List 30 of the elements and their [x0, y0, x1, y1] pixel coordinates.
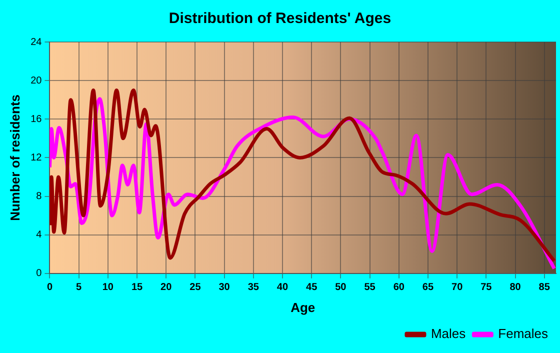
chart-title: Distribution of Residents' Ages [168, 10, 392, 28]
x-tick-label: 85 [538, 282, 550, 294]
y-tick-label: 4 [36, 230, 42, 241]
x-tick-label: 15 [131, 282, 144, 294]
y-tick-label: 12 [30, 152, 42, 164]
x-tick-label: 45 [306, 282, 318, 294]
y-tick-label: 8 [36, 191, 42, 202]
x-tick-label: 0 [46, 282, 53, 294]
x-tick-label: 25 [190, 282, 202, 294]
x-tick-label: 35 [248, 282, 260, 294]
y-tick-label: 20 [30, 75, 42, 86]
x-tick-label: 70 [452, 282, 464, 294]
x-tick-label: 65 [422, 282, 434, 294]
legend-label: Males [430, 326, 466, 342]
y-axis-title: Number of residents [7, 94, 22, 221]
y-tick-label: 24 [30, 36, 42, 48]
x-tick-label: 75 [480, 282, 492, 294]
x-tick-label: 55 [364, 282, 376, 294]
x-tick-label: 20 [160, 282, 172, 294]
y-tick-label: 0 [36, 268, 42, 280]
x-tick-label: 40 [276, 282, 288, 294]
x-tick-label: 80 [510, 282, 522, 294]
x-tick-label: 10 [102, 282, 114, 294]
x-tick-label: 30 [218, 282, 230, 294]
x-axis-title: Age [290, 300, 316, 315]
x-tick-label: 60 [393, 282, 405, 294]
y-tick-label: 16 [30, 114, 42, 125]
x-tick-label: 50 [335, 282, 347, 294]
legend-label: Females [498, 326, 548, 342]
x-tick-label: 5 [76, 282, 82, 294]
